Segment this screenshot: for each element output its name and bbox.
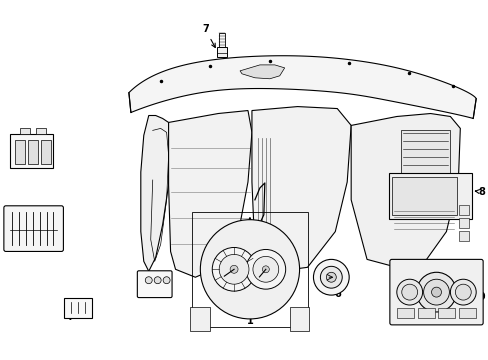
Polygon shape bbox=[141, 116, 170, 271]
Circle shape bbox=[396, 279, 422, 305]
Circle shape bbox=[163, 277, 170, 284]
Bar bbox=[458, 231, 468, 240]
Text: 3: 3 bbox=[16, 226, 57, 237]
Bar bbox=[41, 140, 50, 164]
Polygon shape bbox=[129, 56, 475, 118]
Polygon shape bbox=[240, 65, 284, 79]
Circle shape bbox=[416, 272, 455, 312]
Text: 6: 6 bbox=[332, 264, 340, 299]
Bar bbox=[289, 307, 309, 331]
Circle shape bbox=[401, 284, 417, 300]
Bar bbox=[417, 308, 434, 318]
Bar bbox=[15, 140, 25, 164]
Bar bbox=[400, 130, 449, 175]
Circle shape bbox=[219, 255, 248, 284]
Circle shape bbox=[200, 220, 299, 319]
Polygon shape bbox=[251, 107, 350, 271]
Bar bbox=[20, 129, 30, 134]
Bar bbox=[190, 307, 210, 331]
Text: 9: 9 bbox=[478, 292, 485, 302]
Circle shape bbox=[212, 247, 255, 291]
Circle shape bbox=[325, 272, 336, 282]
Bar bbox=[458, 218, 468, 228]
Text: 1: 1 bbox=[246, 218, 253, 326]
Bar bbox=[458, 308, 475, 318]
Text: 8: 8 bbox=[474, 187, 485, 197]
Circle shape bbox=[252, 256, 278, 282]
Text: 5: 5 bbox=[159, 282, 170, 297]
Bar bbox=[36, 129, 45, 134]
Bar bbox=[10, 134, 53, 168]
Circle shape bbox=[245, 249, 285, 289]
Circle shape bbox=[320, 266, 342, 288]
FancyBboxPatch shape bbox=[4, 206, 63, 251]
Circle shape bbox=[449, 279, 475, 305]
Polygon shape bbox=[350, 113, 459, 267]
Bar bbox=[217, 47, 226, 57]
Bar bbox=[391, 177, 456, 215]
Circle shape bbox=[313, 260, 348, 295]
FancyBboxPatch shape bbox=[137, 271, 172, 298]
Circle shape bbox=[154, 277, 161, 284]
Circle shape bbox=[431, 287, 441, 297]
Circle shape bbox=[145, 277, 152, 284]
Bar bbox=[396, 308, 413, 318]
FancyBboxPatch shape bbox=[64, 298, 92, 318]
FancyBboxPatch shape bbox=[389, 260, 482, 325]
Bar bbox=[458, 205, 468, 215]
Text: 2: 2 bbox=[19, 135, 50, 150]
Text: 7: 7 bbox=[202, 24, 215, 48]
Circle shape bbox=[262, 266, 269, 273]
Bar bbox=[388, 173, 471, 219]
Bar bbox=[192, 212, 307, 327]
Bar bbox=[438, 308, 454, 318]
Circle shape bbox=[423, 279, 448, 305]
Bar bbox=[219, 33, 224, 47]
Bar bbox=[28, 140, 38, 164]
Text: 4: 4 bbox=[66, 301, 77, 322]
Circle shape bbox=[230, 265, 238, 273]
Polygon shape bbox=[168, 111, 251, 277]
Circle shape bbox=[454, 284, 470, 300]
